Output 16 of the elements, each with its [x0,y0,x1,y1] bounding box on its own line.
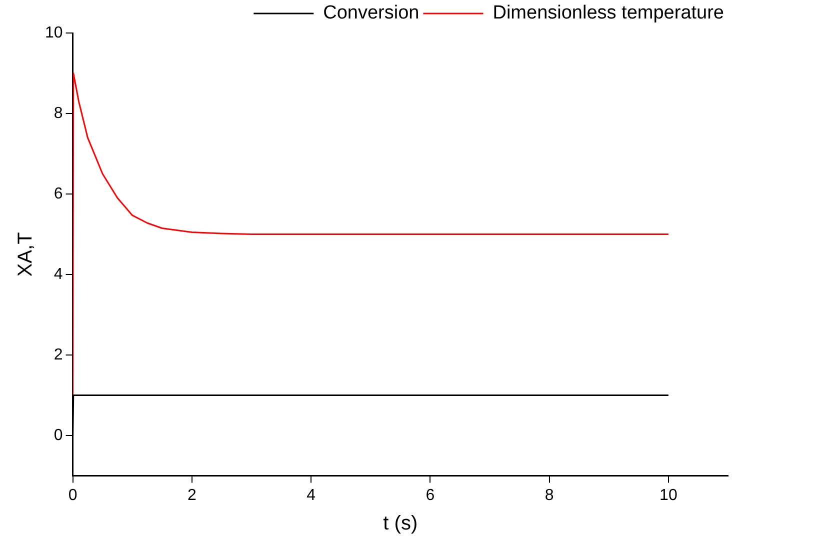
x-tick-label: 6 [426,486,435,504]
x-tick-label: 8 [544,486,554,504]
y-tick-label: 10 [45,24,63,42]
y-tick-label: 6 [54,185,63,202]
y-tick-label: 8 [54,104,63,122]
legend-label: Dimensionless temperature [492,2,724,24]
y-tick-label: 2 [54,346,63,364]
x-tick-label: 0 [68,486,78,504]
y-tick-label: 0 [54,426,63,444]
x-tick-label: 4 [306,486,316,504]
x-tick-label: 10 [660,486,678,504]
x-axis-title: t (s) [383,512,418,535]
x-tick-label: 2 [187,486,196,504]
y-tick-label: 4 [54,266,63,283]
y-axis-title: XA,T [14,232,37,277]
legend-label: Conversion [323,2,420,24]
